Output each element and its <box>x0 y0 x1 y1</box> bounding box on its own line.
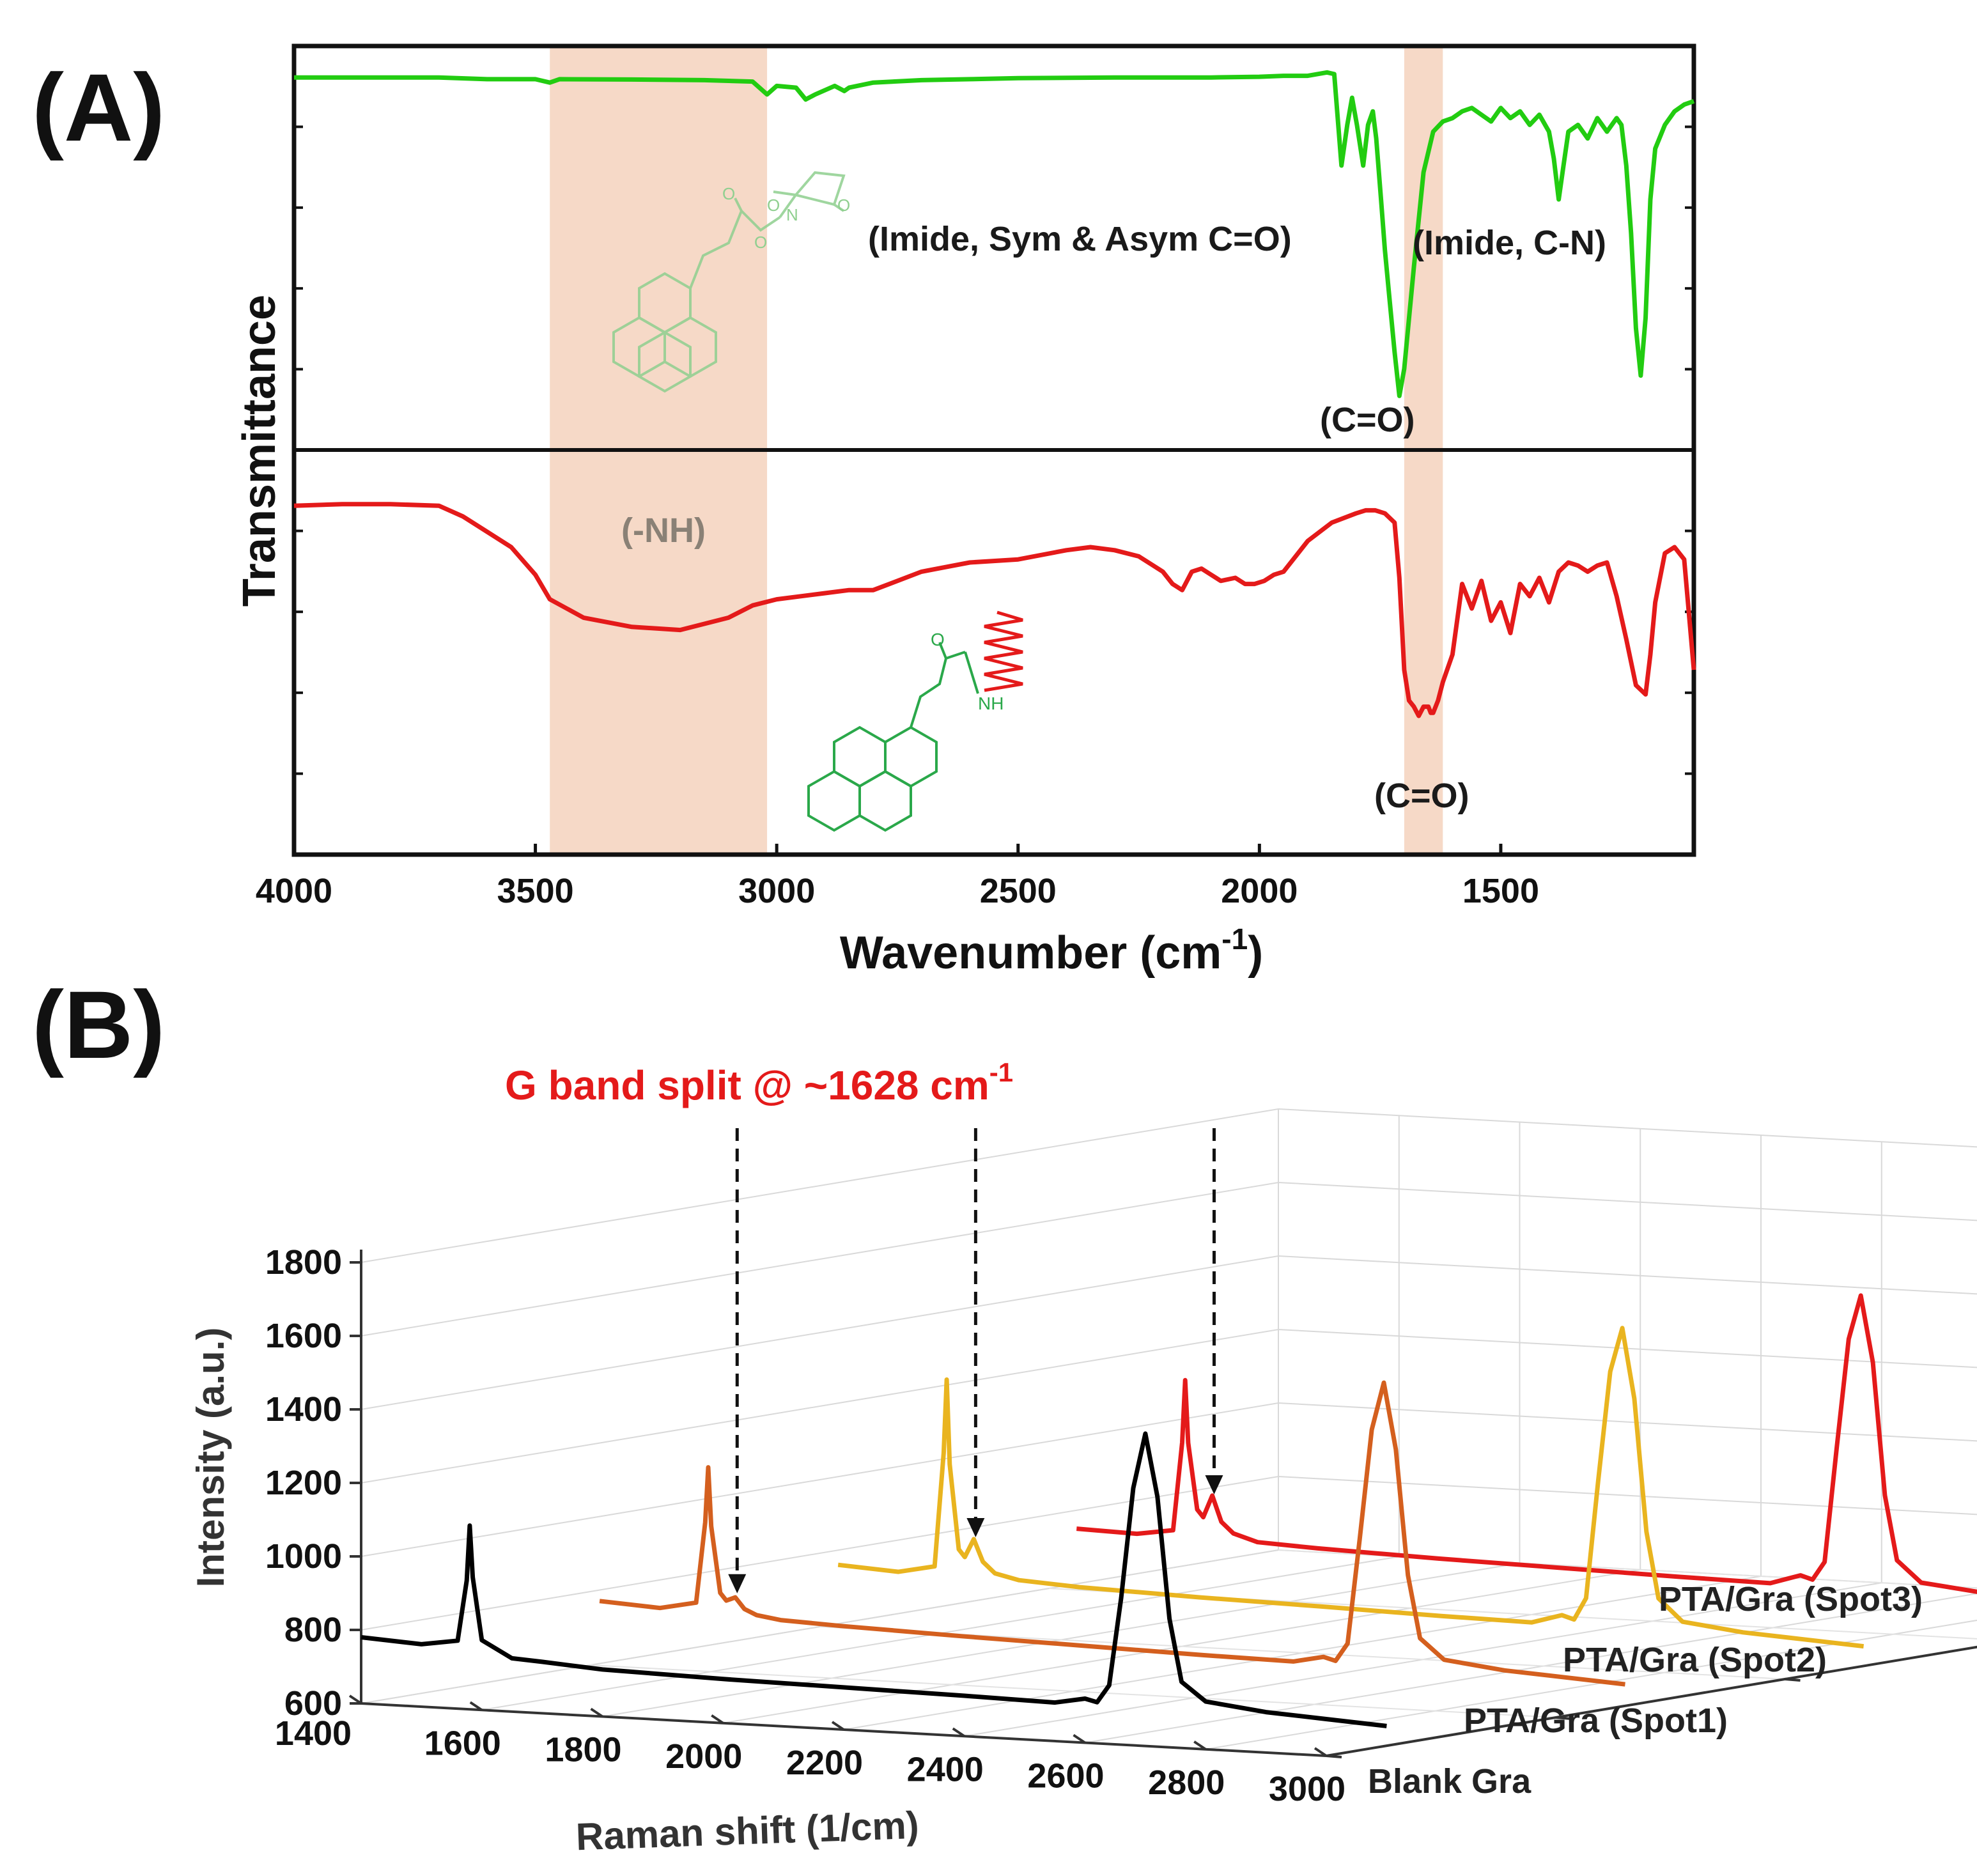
raman-y-tick-label-1800: 1800 <box>265 1243 342 1282</box>
raman-x-tick-1400 <box>348 1694 362 1705</box>
chem-label-o2: O <box>754 233 767 252</box>
annotation-imide-cn: (Imide, C-N) <box>1413 224 1606 262</box>
chem-label-n: N <box>786 205 798 224</box>
raman-series-line-2 <box>599 1380 1625 1687</box>
ftir-plot: 4000 3500 3000 2500 2000 1500 <box>256 43 1696 910</box>
annotation-co-bottom: (C=O) <box>1374 777 1469 815</box>
ftir-x-axis-title-sup: -1 <box>1221 922 1248 956</box>
chem-label-nh: NH <box>978 694 1004 713</box>
raman-x-tick-2600 <box>1073 1733 1086 1744</box>
raman-x-tick-label-3000: 3000 <box>1269 1770 1345 1808</box>
series-label-spot1: PTA/Gra (Spot1) <box>1464 1702 1728 1740</box>
pyrene-amide-labels: O NH <box>931 630 1004 713</box>
ftir-x-tick-label-3000: 3000 <box>738 872 815 910</box>
g-band-split-sup: -1 <box>989 1057 1013 1087</box>
raman-x-tick-3000 <box>1314 1747 1328 1757</box>
raman-x-tick-1800 <box>590 1707 603 1718</box>
ftir-y-axis-title: Transmittance <box>234 295 285 607</box>
raman-x-tick-label-2600: 2600 <box>1027 1757 1104 1795</box>
raman-x-tick-label-1800: 1800 <box>545 1731 621 1769</box>
ftir-x-tick-label-2500: 2500 <box>980 872 1057 910</box>
raman-x-tick-label-1600: 1600 <box>424 1724 501 1762</box>
series-label-blank: Blank Gra <box>1368 1762 1531 1801</box>
raman-y-tick-label-1400: 1400 <box>265 1390 342 1429</box>
raman-x-tick-label-1400: 1400 <box>275 1714 352 1753</box>
g-band-arrow-head-1 <box>728 1574 747 1593</box>
grid-line-y-1200 <box>361 1328 1977 1484</box>
grid-line-y-1000 <box>361 1402 1977 1557</box>
ftir-x-axis-title: Wavenumber (cm-1) <box>840 922 1263 979</box>
g-band-arrow-head-2 <box>966 1518 985 1538</box>
ftir-x-tick-label-4000: 4000 <box>256 872 332 910</box>
chem-label-o1: O <box>722 184 735 203</box>
raman-x-tick-2200 <box>831 1721 845 1731</box>
panel-a-label: (A) <box>32 54 165 161</box>
raman-x-tick-label-2000: 2000 <box>665 1737 742 1776</box>
raman-x-tick-label-2400: 2400 <box>907 1750 984 1788</box>
raman-ticks: 600 800 1000 1200 1400 1600 1800 1400 1600 1800 20… <box>265 1243 1801 1808</box>
raman-depth-tick <box>1785 1678 1801 1682</box>
grid-line-y-1800 <box>361 1108 1977 1263</box>
raman-x-tick-2400 <box>952 1727 965 1737</box>
g-band-split-arrows <box>728 1128 1223 1593</box>
raman-3d-grid <box>361 1108 1977 1756</box>
pyrene-amide-structure <box>807 642 979 832</box>
pyrene-nhs-ester-structure <box>612 171 846 393</box>
raman-x-tick-1600 <box>469 1701 483 1711</box>
g-band-split-annotation: G band split @ ~1628 cm-1 <box>505 1057 1013 1108</box>
ftir-x-axis-title-main: Wavenumber (cm <box>840 927 1221 979</box>
raman-x-tick-label-2800: 2800 <box>1148 1764 1225 1802</box>
grid-line-y-1600 <box>361 1181 1977 1337</box>
annotation-imide-co: (Imide, Sym & Asym C=O) <box>868 220 1292 258</box>
grid-line-x-2600 <box>1085 1593 1977 1744</box>
chem-label-o5: O <box>931 630 945 649</box>
ftir-x-tick-label-2000: 2000 <box>1221 872 1298 910</box>
raman-y-tick-label-800: 800 <box>284 1611 342 1649</box>
ftir-top-series-line <box>294 70 1695 398</box>
raman-series <box>361 1293 1977 1728</box>
raman-y-tick-label-1200: 1200 <box>265 1464 342 1502</box>
raman-series-line-1 <box>361 1431 1387 1728</box>
raman-y-tick-label-600: 600 <box>284 1684 342 1723</box>
pyrene-nhs-ester-labels: O O O O N <box>722 184 850 252</box>
raman-y-tick-label-1600: 1600 <box>265 1317 342 1355</box>
grid-line-depth <box>590 1664 1556 1718</box>
grid-line-y-1400 <box>361 1255 1977 1410</box>
grid-line-y-800 <box>361 1475 1977 1631</box>
raman-series-line-3 <box>837 1326 1865 1649</box>
g-band-arrow-head-3 <box>1205 1475 1223 1495</box>
grid-line-x-2800 <box>1206 1619 1977 1750</box>
series-label-spot2: PTA/Gra (Spot2) <box>1563 1641 1827 1679</box>
ftir-bottom-series-line <box>293 502 1696 718</box>
raman-x-tick-2800 <box>1193 1740 1207 1751</box>
raman-x-tick-label-2200: 2200 <box>786 1744 863 1782</box>
ftir-x-tick-label-1500: 1500 <box>1462 872 1539 910</box>
series-label-spot3: PTA/Gra (Spot3) <box>1659 1580 1923 1618</box>
g-band-split-text: G band split @ ~1628 cm <box>505 1062 989 1108</box>
raman-depth-tick <box>1326 1755 1342 1758</box>
chem-label-o4: O <box>837 196 850 215</box>
raman-series-line-4 <box>1076 1293 1977 1594</box>
chem-label-o3: O <box>767 196 780 215</box>
polymer-wavy-line <box>984 610 1023 692</box>
panel-b-label: (B) <box>32 971 165 1078</box>
raman-y-tick-label-1000: 1000 <box>265 1537 342 1576</box>
annotation-nh: (-NH) <box>621 511 706 550</box>
raman-x-tick-2000 <box>711 1714 724 1725</box>
ftir-x-tick-label-3500: 3500 <box>497 872 574 910</box>
ftir-x-ticks: 4000 3500 3000 2500 2000 1500 <box>256 125 1694 910</box>
annotation-co-top: (C=O) <box>1320 401 1415 439</box>
raman-y-axis-title: Intensity (a.u.) <box>189 1328 232 1588</box>
ftir-x-axis-title-end: ) <box>1248 927 1263 979</box>
raman-depth-tick <box>1555 1716 1571 1720</box>
